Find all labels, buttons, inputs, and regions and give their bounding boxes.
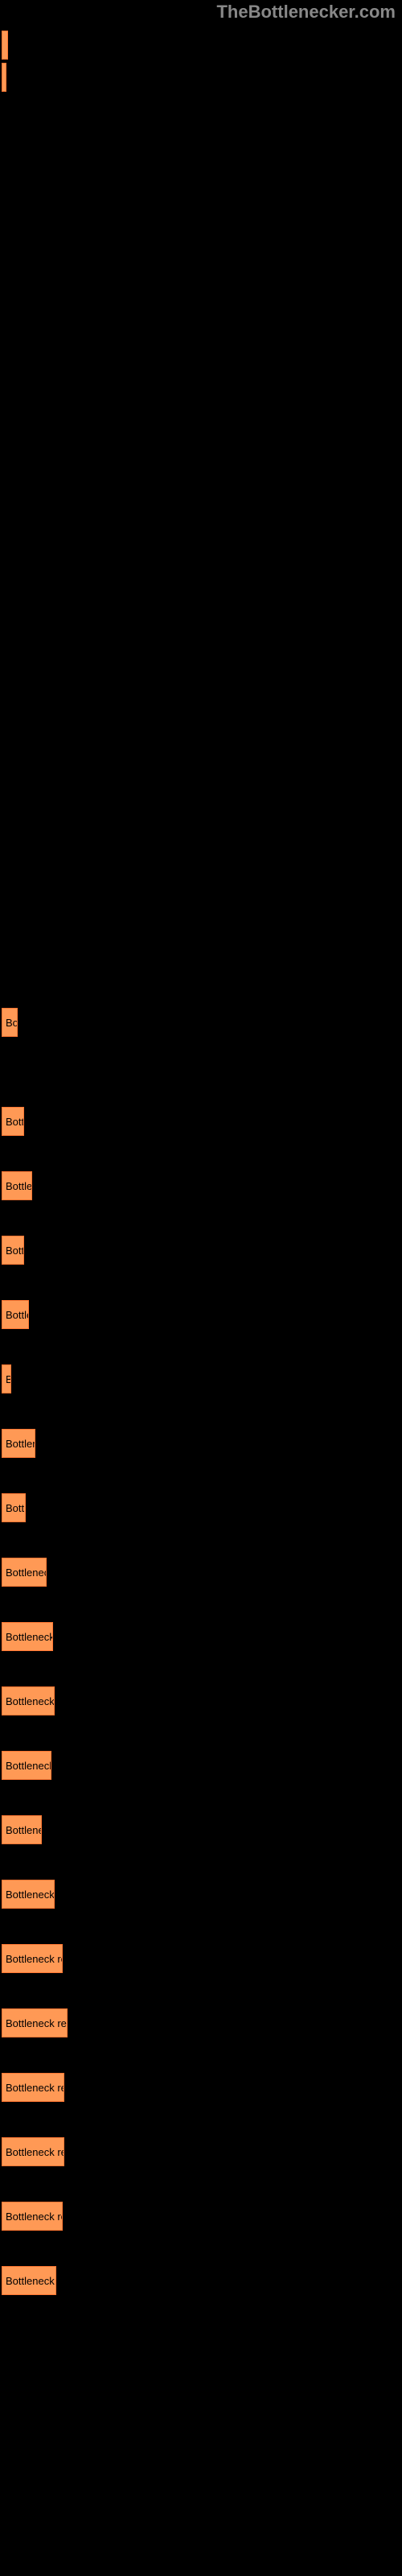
chart-bar: Bottleneck result — [2, 2202, 63, 2231]
chart-bar: Bottleneck result — [2, 2008, 68, 2037]
chart-bar: Bottleneck result — [2, 2137, 64, 2166]
chart-bar — [2, 31, 8, 60]
chart-bar: Bottleneck resul — [2, 2266, 56, 2295]
chart-bar: B — [2, 1364, 11, 1393]
chart-bar: Bottleneck result — [2, 1944, 63, 1973]
chart-bar: Bottlen — [2, 1171, 32, 1200]
chart-bar: Bottl — [2, 1493, 26, 1522]
watermark: TheBottlenecker.com — [216, 2, 396, 23]
chart-bar: Bottleneck res — [2, 1751, 51, 1780]
chart-bar: Bottleneck — [2, 1815, 42, 1844]
chart-container: TheBottlenecker.com Bo Bott Bottlen Bott Bot… — [0, 0, 402, 2576]
chart-bar: Bott — [2, 1107, 24, 1136]
chart-bar: Bottleneck result — [2, 2073, 64, 2102]
chart-bar: Bottleneck r — [2, 1558, 47, 1587]
chart-bar: Bottleneck res — [2, 1622, 53, 1651]
chart-bar: Bottlene — [2, 1429, 35, 1458]
chart-bar: Bottleneck resu — [2, 1686, 55, 1715]
chart-bar: Bott — [2, 1236, 24, 1265]
chart-bar: Bo — [2, 1008, 18, 1037]
chart-bar: Bottleneck resu — [2, 1880, 55, 1909]
chart-bar: Bottle — [2, 1300, 29, 1329]
chart-bar — [2, 63, 6, 92]
